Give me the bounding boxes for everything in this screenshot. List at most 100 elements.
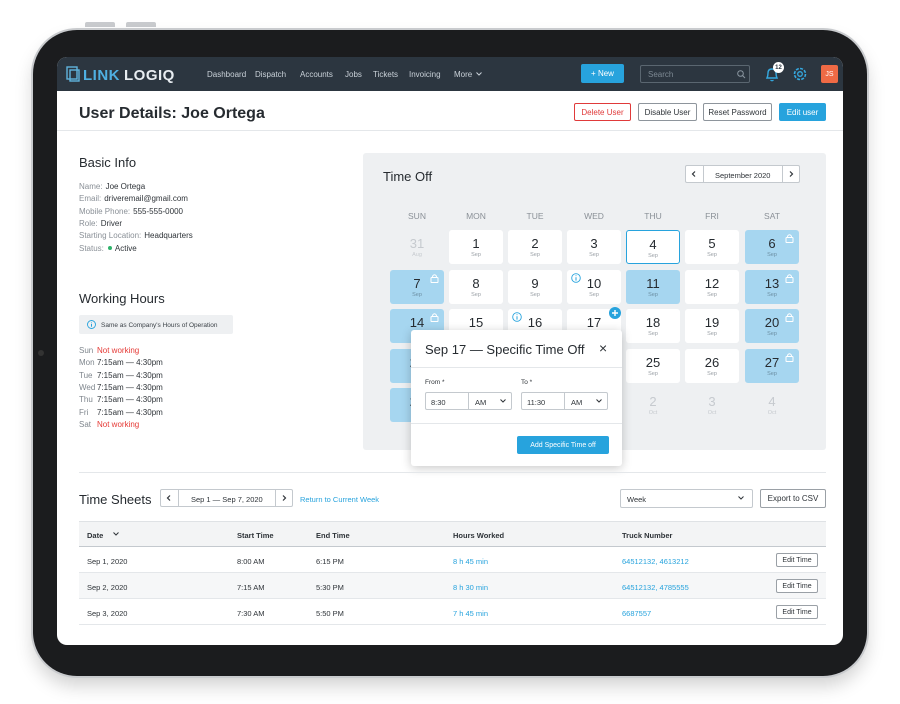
chevron-icon (789, 171, 794, 177)
lock-icon (785, 273, 794, 283)
day-number: 14 (409, 315, 425, 330)
day-month: Sep (530, 252, 540, 258)
day-month: Sep (648, 253, 658, 259)
calendar-day[interactable]: 10 Sep (567, 269, 621, 304)
table-row: Sep 3, 2020 7:30 AM 5:50 PM 7 h 45 min 66875… (79, 599, 826, 625)
calendar-day[interactable]: 3 Sep (567, 230, 621, 264)
export-button[interactable]: Export to CSV (760, 489, 826, 508)
day-number: 16 (527, 315, 543, 330)
icon-shape (66, 66, 78, 80)
calendar-day[interactable]: 6 Sep (745, 230, 799, 264)
truck-number: 64512132, 4613212 (622, 556, 689, 566)
calendar-day[interactable]: 7 Sep (390, 269, 444, 304)
day-number: 3 (708, 394, 716, 409)
icon-shape (596, 399, 602, 403)
calendar-day[interactable]: 27 Sep (745, 348, 799, 383)
search-box[interactable]: Search (640, 65, 750, 83)
nav-link[interactable]: Dispatch (255, 70, 287, 79)
calendar-day[interactable]: 8 Sep (449, 269, 503, 304)
calendar-day[interactable]: 5 Sep (685, 230, 739, 264)
weekday: WED (584, 211, 604, 221)
nav-more[interactable]: More (454, 70, 473, 79)
note-text: Same as Company's Hours of Operation (101, 321, 218, 329)
icon-shape (787, 352, 792, 356)
calendar-day[interactable]: 18 Sep (626, 309, 680, 343)
table-cell: Sep 2, 2020 (87, 582, 128, 592)
day-number: 9 (531, 275, 539, 291)
day-number: 2 (649, 394, 657, 409)
day-number: 7 (413, 275, 421, 291)
calendar-day[interactable]: 9 Sep (508, 269, 562, 304)
day-number: 10 (586, 275, 602, 291)
calendar-day: 31 Aug (390, 230, 444, 264)
table-cell: 7:15 AM (237, 582, 265, 592)
page-title: User Details: Joe Ortega (79, 105, 265, 122)
day-number: 12 (704, 275, 720, 291)
field-value: driveremail@gmail.com (104, 194, 188, 204)
calendar-day[interactable]: 4 Sep (626, 230, 680, 264)
edit-time-button[interactable]: Edit Time (776, 579, 818, 593)
nav-link[interactable]: Jobs (345, 70, 362, 79)
day-month: Sep (707, 370, 717, 377)
day-number: 6 (768, 236, 776, 251)
icon-shape (691, 171, 696, 177)
edit-time-button[interactable]: Edit Time (776, 605, 818, 619)
time-input[interactable]: 11:30 AM (521, 392, 608, 410)
column-header: Hours Worked (453, 531, 505, 540)
calendar-day: 4 Oct (745, 388, 799, 422)
day-month: Sep (412, 291, 422, 298)
info-icon (571, 272, 581, 283)
calendar-day[interactable]: 13 Sep (745, 269, 799, 304)
modal-divider (411, 423, 622, 424)
calendar-day[interactable]: 2 Sep (508, 230, 562, 264)
nav-link[interactable]: Dashboard (207, 70, 247, 79)
day-hours: Not working (97, 346, 140, 355)
calendar-day: 2 Oct (626, 388, 680, 422)
bell-icon (765, 68, 779, 82)
calendar-day[interactable]: 20 Sep (745, 309, 799, 343)
new-button[interactable]: + New (581, 64, 624, 83)
calendar-day[interactable]: 12 Sep (685, 269, 739, 304)
calendar-day[interactable]: 25 Sep (626, 348, 680, 383)
day-name: Thu (79, 395, 93, 405)
calendar-day[interactable]: 1 Sep (449, 230, 503, 264)
time-input[interactable]: 8:30 AM (425, 392, 512, 410)
icon-shape (612, 310, 618, 316)
modal-close[interactable]: × (599, 340, 608, 356)
edit-time-button[interactable]: Edit Time (776, 553, 818, 567)
add-time-off-button[interactable]: Add Specific Time off (517, 436, 609, 454)
calendar-day[interactable]: 19 Sep (685, 309, 739, 343)
header-button[interactable]: Reset Password (703, 103, 772, 121)
avatar[interactable]: JS (821, 65, 838, 83)
month-label: September 2020 (715, 171, 771, 180)
nav-link[interactable]: Tickets (373, 70, 399, 79)
day-number: 11 (646, 275, 660, 291)
nav-link[interactable]: Invoicing (409, 70, 441, 79)
truck-number: 64512132, 4785555 (622, 582, 689, 592)
section-title: Basic Info (79, 155, 137, 170)
weekday: THU (644, 211, 662, 221)
calendar-day[interactable]: 11 Sep (626, 269, 680, 304)
lock-icon (785, 352, 794, 362)
return-link[interactable]: Return to Current Week (300, 495, 380, 504)
icon-shape (787, 313, 792, 317)
period-select[interactable]: Week (620, 489, 753, 508)
day-month: Sep (707, 252, 717, 258)
icon-shape (282, 495, 287, 501)
header-button[interactable]: Delete User (574, 103, 631, 121)
calendar-day[interactable]: 26 Sep (685, 348, 739, 383)
icon-shape (765, 68, 779, 79)
field-label: Starting Location: (79, 231, 142, 241)
week-range-control: Sep 1 — Sep 7, 2020 (160, 489, 293, 507)
nav-link[interactable]: Accounts (300, 70, 333, 79)
header-button[interactable]: Disable User (638, 103, 697, 121)
day-month: Sep (707, 331, 717, 337)
header-button[interactable]: Edit user (779, 103, 826, 121)
day-hours: 7:15am — 4:30pm (97, 370, 163, 380)
day-hours: Not working (97, 419, 140, 429)
modal-title: Sep 17 — Specific Time Off (425, 342, 585, 357)
column-header[interactable]: Date (87, 531, 104, 540)
day-month: Sep (530, 291, 540, 298)
day-name: Fri (79, 407, 89, 417)
field-value: Joe Ortega (105, 182, 146, 191)
